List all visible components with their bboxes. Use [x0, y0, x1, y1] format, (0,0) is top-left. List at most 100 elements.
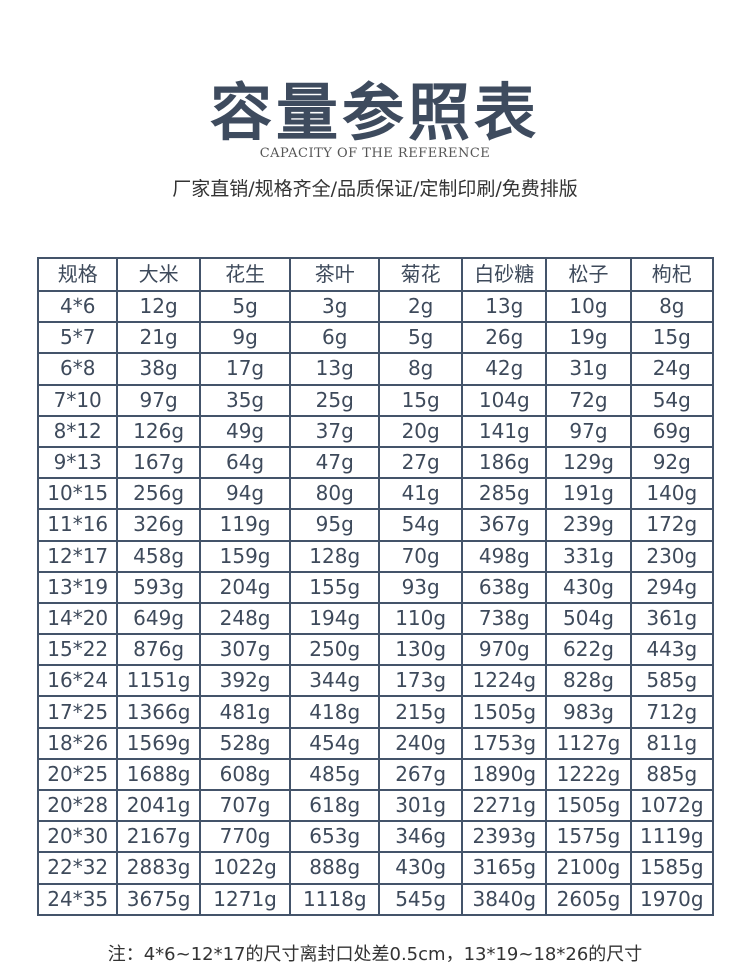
- table-cell: 885g: [629, 757, 715, 792]
- table-cell: 69g: [629, 414, 715, 448]
- table-cell: 9g: [198, 321, 292, 355]
- page-title: 容量参照表: [209, 76, 540, 149]
- table-cell: 2883g: [116, 851, 201, 885]
- table-cell: 418g: [289, 695, 381, 729]
- table-row: 24*35 3675g 1271g 1118g 545g 3840g 2605g 1970g: [36, 882, 715, 916]
- table-cell: 104g: [461, 383, 548, 417]
- capacity-table: 规格 大米 花生 茶叶 菊花 白砂糖 松子 枸杞 4*6 12g 5g 3g 2g 13g 10g 8g 5*…: [36, 257, 715, 916]
- table-cell: 191g: [545, 477, 632, 511]
- table-header-row: 规格 大米 花生 茶叶 菊花 白砂糖 松子 枸杞: [36, 257, 715, 292]
- table-cell: 653g: [289, 820, 381, 854]
- table-cell: 250g: [289, 633, 381, 667]
- table-cell: 361g: [629, 601, 715, 636]
- table-cell: 481g: [198, 695, 292, 729]
- table-cell: 12*17: [36, 539, 119, 573]
- table-row: 20*25 1688g 608g 485g 267g 1890g 1222g 885g: [36, 757, 715, 792]
- table-row: 20*28 2041g 707g 618g 301g 2271g 1505g 1072g: [36, 788, 715, 823]
- table-cell: 15*22: [36, 633, 119, 667]
- table-cell: 22*32: [36, 851, 119, 885]
- table-cell: 1118g: [289, 882, 381, 916]
- column-header: 花生: [198, 257, 292, 292]
- table-cell: 15g: [378, 383, 464, 417]
- table-cell: 21g: [116, 321, 201, 355]
- table-cell: 738g: [461, 601, 548, 636]
- table-row: 17*25 1366g 481g 418g 215g 1505g 983g 712g: [36, 695, 715, 729]
- table-cell: 1688g: [116, 757, 201, 792]
- table-cell: 1119g: [629, 820, 715, 854]
- table-cell: 26g: [461, 321, 548, 355]
- table-cell: 172g: [629, 508, 715, 542]
- table-cell: 1569g: [116, 726, 201, 760]
- table-cell: 1022g: [198, 851, 292, 885]
- table-cell: 485g: [289, 757, 381, 792]
- column-header: 枸杞: [629, 257, 715, 292]
- table-cell: 1575g: [545, 820, 632, 854]
- table-cell: 3g: [289, 289, 381, 324]
- table-row: 13*19 593g 204g 155g 93g 638g 430g 294g: [36, 570, 715, 604]
- table-cell: 3840g: [461, 882, 548, 916]
- table-cell: 24*35: [36, 882, 119, 916]
- table-cell: 649g: [116, 601, 201, 636]
- table-cell: 95g: [289, 508, 381, 542]
- table-row: 5*7 21g 9g 6g 5g 26g 19g 15g: [36, 321, 715, 355]
- table-cell: 1222g: [545, 757, 632, 792]
- table-row: 16*24 1151g 392g 344g 173g 1224g 828g 585g: [36, 664, 715, 698]
- table-cell: 13*19: [36, 570, 119, 604]
- column-header: 大米: [116, 257, 201, 292]
- table-cell: 13g: [289, 352, 381, 386]
- table-cell: 301g: [378, 788, 464, 823]
- table-cell: 159g: [198, 539, 292, 573]
- table-cell: 5g: [198, 289, 292, 324]
- table-cell: 1505g: [545, 788, 632, 823]
- table-cell: 64g: [198, 445, 292, 480]
- table-cell: 72g: [545, 383, 632, 417]
- table-cell: 14*20: [36, 601, 119, 636]
- table-cell: 770g: [198, 820, 292, 854]
- table-cell: 215g: [378, 695, 464, 729]
- table-cell: 1224g: [461, 664, 548, 698]
- table-row: 8*12 126g 49g 37g 20g 141g 97g 69g: [36, 414, 715, 448]
- table-cell: 2041g: [116, 788, 201, 823]
- table-cell: 1753g: [461, 726, 548, 760]
- table-cell: 167g: [116, 445, 201, 480]
- table-cell: 80g: [289, 477, 381, 511]
- table-cell: 5*7: [36, 321, 119, 355]
- table-cell: 811g: [629, 726, 715, 760]
- table-cell: 1505g: [461, 695, 548, 729]
- table-cell: 54g: [629, 383, 715, 417]
- table-cell: 618g: [289, 788, 381, 823]
- table-cell: 130g: [378, 633, 464, 667]
- table-cell: 1127g: [545, 726, 632, 760]
- table-row: 12*17 458g 159g 128g 70g 498g 331g 230g: [36, 539, 715, 573]
- table-cell: 1151g: [116, 664, 201, 698]
- table-cell: 7*10: [36, 383, 119, 417]
- table-cell: 344g: [289, 664, 381, 698]
- table-cell: 8*12: [36, 414, 119, 448]
- table-cell: 970g: [461, 633, 548, 667]
- table-cell: 93g: [378, 570, 464, 604]
- table-cell: 294g: [629, 570, 715, 604]
- tagline: 厂家直销/规格齐全/品质保证/定制印刷/免费排版: [172, 178, 578, 200]
- table-cell: 20*30: [36, 820, 119, 854]
- table-cell: 12g: [116, 289, 201, 324]
- table-cell: 8g: [378, 352, 464, 386]
- table-cell: 92g: [629, 445, 715, 480]
- table-row: 22*32 2883g 1022g 888g 430g 3165g 2100g 1585g: [36, 851, 715, 885]
- table-cell: 194g: [289, 601, 381, 636]
- table-cell: 38g: [116, 352, 201, 386]
- table-cell: 5g: [378, 321, 464, 355]
- table-cell: 129g: [545, 445, 632, 480]
- table-cell: 18*26: [36, 726, 119, 760]
- table-cell: 27g: [378, 445, 464, 480]
- table-cell: 41g: [378, 477, 464, 511]
- table-cell: 110g: [378, 601, 464, 636]
- table-cell: 54g: [378, 508, 464, 542]
- table-row: 15*22 876g 307g 250g 130g 970g 622g 443g: [36, 633, 715, 667]
- table-row: 14*20 649g 248g 194g 110g 738g 504g 361g: [36, 601, 715, 636]
- table-cell: 638g: [461, 570, 548, 604]
- table-cell: 1366g: [116, 695, 201, 729]
- table-cell: 8g: [629, 289, 715, 324]
- table-cell: 128g: [289, 539, 381, 573]
- table-cell: 430g: [545, 570, 632, 604]
- table-cell: 443g: [629, 633, 715, 667]
